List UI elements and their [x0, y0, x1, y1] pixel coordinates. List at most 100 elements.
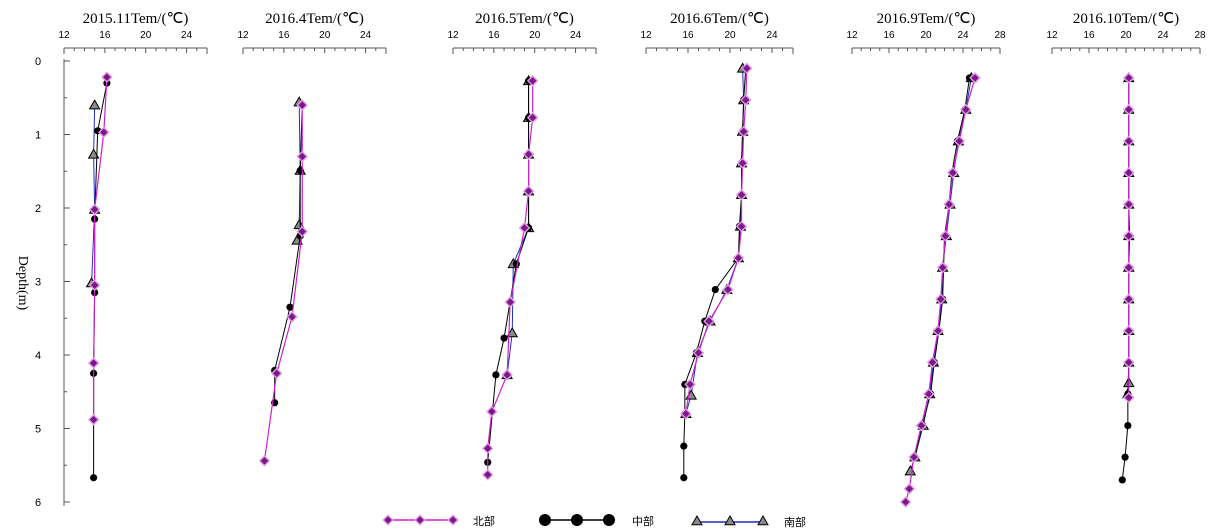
data-point-diamond	[735, 220, 748, 233]
data-point-diamond	[1122, 166, 1135, 179]
panel-title: 2016.6Tem/(℃)	[670, 11, 769, 27]
series-line	[909, 77, 972, 472]
data-point-diamond	[692, 347, 705, 359]
temperature-tick-label: 24	[957, 30, 969, 41]
panel-title: 2016.10Tem/(℃)	[1073, 11, 1179, 27]
data-point-diamond	[915, 419, 928, 432]
temperature-tick-label: 12	[846, 30, 858, 41]
series-line	[487, 80, 534, 475]
data-point-circle	[90, 474, 98, 482]
data-point-diamond	[101, 71, 113, 83]
data-point-diamond	[1122, 230, 1135, 242]
legend-marker-north	[414, 514, 426, 526]
depth-tick-label: 0	[35, 56, 41, 68]
temperature-panels: 2015.11Tem/(℃)12 16 20 24 2016.4Tem/(℃) 12 16 2…	[58, 11, 1206, 508]
temperature-tick-label: 24	[570, 30, 582, 41]
data-point-diamond	[98, 126, 110, 139]
series-line	[685, 68, 748, 414]
data-point-diamond	[481, 442, 494, 455]
temperature-tick-label: 24	[1157, 30, 1169, 41]
temperature-tick-label: 16	[682, 30, 694, 41]
data-point-diamond	[1122, 391, 1135, 404]
data-point-circle	[286, 303, 294, 311]
data-point-diamond	[703, 315, 715, 327]
depth-axis: Depth(m) 0 1 2 3 4 5 6	[15, 56, 70, 509]
data-point-diamond	[501, 369, 513, 381]
temperature-tick-label: 28	[1194, 30, 1206, 41]
data-point-diamond	[522, 185, 535, 197]
depth-tick-label: 4	[35, 350, 41, 362]
legend-label-middle: 中部	[632, 514, 654, 528]
series-line	[274, 105, 303, 403]
data-point-diamond	[87, 357, 100, 369]
data-point-circle	[1124, 421, 1132, 430]
depth-tick-label: 2	[35, 203, 41, 215]
data-point-circle	[1118, 476, 1126, 484]
data-point-diamond	[1122, 198, 1135, 211]
temperature-tick-label: 20	[920, 30, 932, 41]
data-point-diamond	[270, 367, 283, 380]
data-point-triangle	[87, 148, 100, 159]
data-point-diamond	[903, 482, 916, 495]
data-point-diamond	[88, 279, 101, 291]
legend-marker-north	[382, 514, 394, 526]
data-point-circle	[711, 285, 719, 294]
data-point-circle	[680, 442, 688, 450]
series-line	[93, 77, 108, 420]
data-point-diamond	[518, 222, 531, 234]
depth-tick-label: 6	[35, 497, 41, 509]
data-point-diamond	[741, 62, 753, 75]
temperature-tick-label: 16	[278, 30, 290, 41]
data-point-diamond	[1122, 103, 1135, 116]
data-point-triangle	[88, 99, 101, 110]
data-point-diamond	[947, 166, 959, 179]
series-circle	[1118, 74, 1134, 484]
data-point-diamond	[258, 455, 271, 467]
data-point-diamond	[722, 283, 734, 296]
temperature-tick-label: 24	[181, 30, 193, 41]
legend-marker-middle	[539, 514, 551, 526]
legend-marker-middle	[571, 514, 583, 526]
legend-marker-south	[724, 514, 736, 526]
series-line	[91, 105, 96, 283]
data-point-diamond	[1122, 293, 1135, 305]
panel-5: 2016.9Tem/(℃) 12 16 20 24 28	[846, 11, 1006, 508]
data-point-circle	[680, 474, 688, 482]
depth-tick-label: 5	[35, 424, 41, 436]
data-point-diamond	[735, 188, 748, 201]
temperature-tick-label: 20	[529, 30, 541, 41]
panel-1: 2015.11Tem/(℃) 12 16 20 24	[58, 11, 208, 482]
data-point-diamond	[737, 125, 750, 138]
legend-marker-north	[447, 514, 459, 526]
data-point-circle	[500, 334, 508, 342]
data-point-diamond	[932, 324, 944, 337]
temperature-tick-label: 16	[488, 30, 500, 41]
data-point-diamond	[943, 198, 955, 211]
depth-tick-label: 3	[35, 277, 41, 289]
series-line	[685, 68, 745, 414]
data-point-diamond	[1122, 135, 1135, 147]
temperature-tick-label: 20	[1120, 30, 1132, 41]
data-point-circle	[512, 260, 520, 268]
series-legend: 北部 中部 南部	[382, 514, 806, 529]
panel-title: 2016.4Tem/(℃)	[265, 11, 364, 27]
data-point-diamond	[504, 296, 516, 308]
panel-4: 2016.6Tem/(℃) 12 16 20 24	[640, 11, 794, 482]
data-point-diamond	[959, 103, 972, 116]
legend-marker-middle	[603, 514, 615, 526]
data-point-diamond	[286, 310, 298, 323]
data-point-diamond	[936, 261, 949, 274]
panel-3: 2016.5Tem/(℃) 12 16 20 24	[447, 11, 597, 481]
data-point-triangle	[506, 326, 519, 338]
data-point-diamond	[953, 135, 966, 147]
series-diamond	[87, 71, 113, 426]
data-point-diamond	[680, 408, 692, 420]
data-point-diamond	[684, 378, 696, 391]
temperature-tick-label: 12	[237, 30, 249, 41]
data-point-diamond	[969, 72, 981, 84]
temperature-tick-label: 16	[1083, 30, 1095, 41]
temperature-tick-label: 16	[99, 30, 111, 41]
temperature-tick-label: 12	[640, 30, 652, 41]
panel-2: 2016.4Tem/(℃) 12 16 20 24	[237, 11, 387, 467]
